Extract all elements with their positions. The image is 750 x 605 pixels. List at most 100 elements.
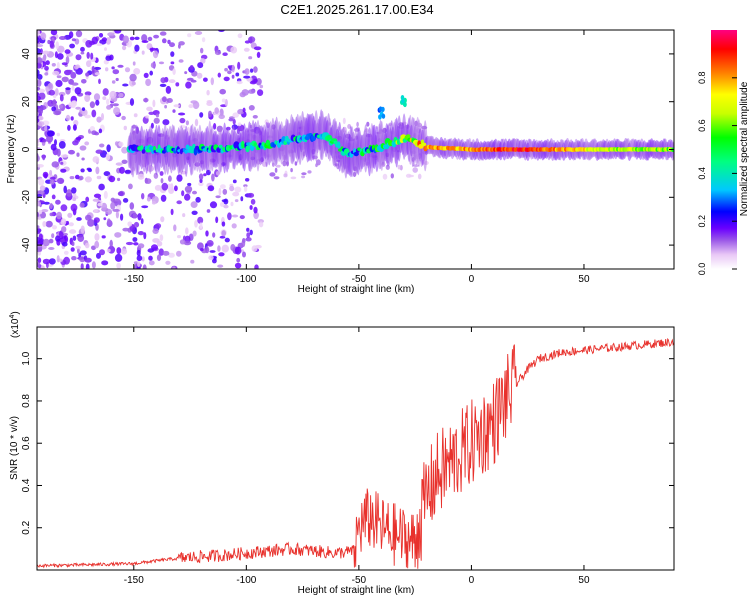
noise-speckle: [101, 260, 109, 266]
noise-speckle: [64, 49, 71, 54]
noise-speckle: [95, 99, 100, 106]
noise-speckle: [72, 124, 77, 131]
noise-speckle: [190, 259, 195, 264]
noise-speckle: [75, 54, 82, 61]
noise-speckle: [148, 260, 155, 266]
noise-speckle: [141, 193, 145, 200]
noise-speckle: [206, 101, 213, 106]
noise-speckle: [191, 210, 198, 215]
noise-speckle: [71, 82, 79, 86]
noise-speckle: [156, 240, 163, 247]
colorbar-label: Normalized spectral amplitude: [739, 81, 750, 216]
y-tick-label: 0.4: [21, 478, 32, 492]
noise-speckle: [132, 237, 138, 242]
noise-speckle: [179, 239, 186, 245]
noise-speckle: [152, 50, 159, 59]
noise-speckle: [194, 118, 199, 127]
noise-speckle: [231, 64, 235, 73]
noise-speckle: [48, 89, 56, 96]
noise-speckle: [220, 184, 226, 190]
noise-speckle: [49, 40, 54, 48]
noise-speckle: [105, 153, 111, 161]
noise-speckle: [153, 34, 160, 39]
noise-speckle: [56, 132, 60, 137]
noise-speckle: [86, 60, 92, 68]
noise-speckle: [231, 214, 239, 218]
noise-speckle: [209, 201, 218, 209]
noise-speckle: [122, 45, 127, 51]
ridge-mark: [218, 144, 223, 149]
noise-speckle: [37, 44, 44, 48]
noise-speckle: [94, 233, 100, 241]
noise-speckle: [252, 115, 258, 119]
snr-scale-label: (x104): [9, 311, 21, 338]
noise-speckle: [242, 107, 246, 113]
spectrogram-xlabel: Height of straight line (km): [298, 284, 415, 295]
noise-speckle: [366, 121, 370, 127]
noise-speckle: [92, 198, 100, 202]
noise-speckle: [183, 240, 192, 246]
x-tick-label: -50: [352, 575, 367, 586]
noise-speckle: [72, 140, 79, 146]
noise-speckle: [185, 120, 189, 126]
noise-speckle: [78, 175, 84, 181]
noise-speckle: [39, 185, 46, 191]
ridge-mark: [185, 144, 190, 150]
noise-speckle: [118, 141, 124, 147]
y-tick-label: -20: [21, 190, 32, 205]
noise-speckle: [203, 173, 207, 177]
noise-speckle: [84, 114, 91, 119]
noise-speckle: [95, 166, 100, 175]
noise-speckle: [70, 203, 78, 212]
noise-speckle: [87, 219, 95, 227]
noise-speckle: [190, 100, 198, 104]
noise-speckle: [282, 160, 287, 167]
noise-speckle: [176, 200, 182, 205]
noise-speckle: [172, 68, 176, 75]
noise-speckle: [117, 191, 124, 196]
noise-speckle: [172, 109, 176, 113]
noise-speckle: [145, 78, 152, 87]
noise-speckle: [71, 85, 75, 91]
noise-speckle: [164, 104, 168, 109]
noise-speckle: [197, 216, 204, 224]
noise-speckle: [253, 206, 258, 214]
noise-speckle: [129, 202, 135, 210]
noise-speckle: [221, 98, 226, 103]
noise-speckle: [181, 190, 185, 197]
noise-speckle: [399, 164, 403, 171]
noise-speckle: [96, 252, 101, 259]
noise-speckle: [101, 235, 106, 239]
noise-speckle: [42, 139, 47, 143]
noise-speckle: [40, 265, 45, 269]
noise-speckle: [219, 202, 225, 207]
noise-speckle: [194, 31, 203, 35]
feature-mark: [378, 114, 382, 120]
noise-speckle: [234, 186, 242, 193]
noise-speckle: [56, 75, 62, 79]
noise-speckle: [178, 43, 181, 49]
noise-speckle: [91, 36, 99, 45]
noise-speckle: [57, 177, 65, 184]
noise-speckle: [189, 65, 194, 70]
noise-speckle: [56, 211, 62, 220]
noise-speckle: [245, 178, 250, 182]
noise-speckle: [80, 168, 85, 173]
noise-speckle: [167, 39, 171, 45]
noise-speckle: [151, 200, 156, 205]
noise-speckle: [38, 178, 45, 186]
noise-speckle: [38, 115, 44, 121]
noise-speckle: [205, 230, 209, 237]
noise-speckle: [196, 72, 203, 79]
noise-speckle: [236, 128, 240, 135]
noise-speckle: [98, 183, 105, 191]
noise-speckle: [274, 167, 278, 173]
noise-speckle: [49, 176, 56, 180]
noise-speckle: [115, 77, 119, 82]
x-tick-label: 50: [578, 274, 590, 285]
noise-speckle: [102, 88, 109, 96]
noise-speckle: [159, 234, 164, 242]
noise-speckle: [315, 163, 318, 168]
noise-speckle: [182, 213, 186, 218]
noise-speckle: [178, 59, 184, 63]
